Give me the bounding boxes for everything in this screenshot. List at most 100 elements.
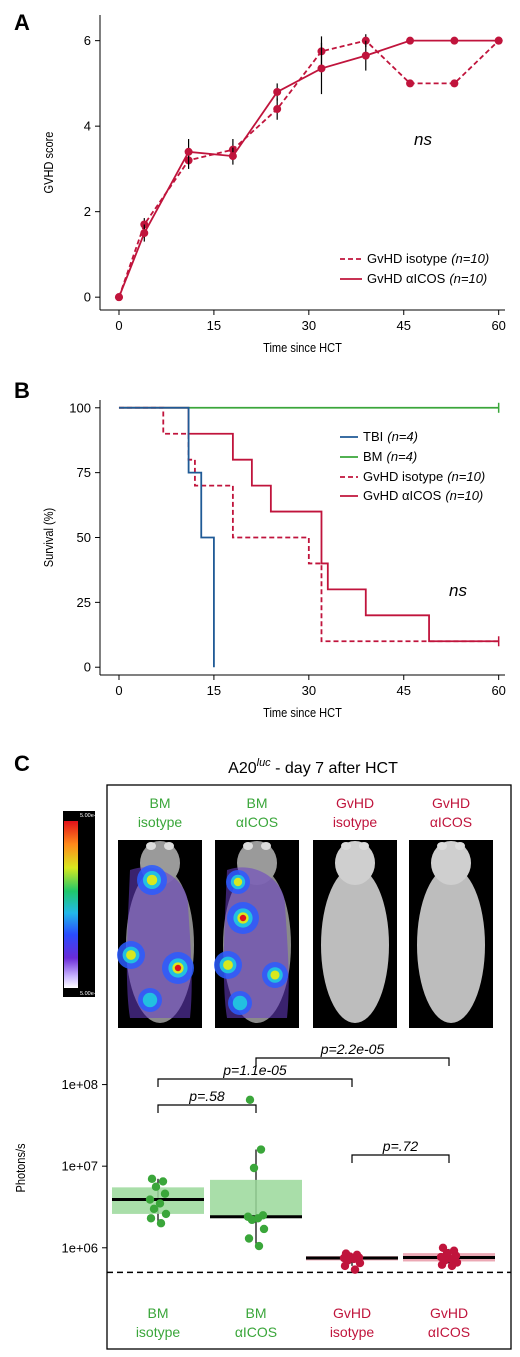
panel-c-axes: 1e+06 1e+07 1e+08 Photons/s (13, 1060, 511, 1285)
legend-entry: GvHD isotype (n=10) (367, 251, 489, 266)
legend-n: (n=10) (451, 251, 489, 266)
score-point (361, 51, 370, 60)
mouse-ear (146, 842, 156, 850)
panel-b-legend: TBI (n=4)BM (n=4)GvHD isotype (n=10)GvHD αI… (340, 429, 485, 503)
group-label-line2: isotype (136, 1324, 181, 1340)
data-point (447, 1261, 457, 1271)
group-label-line1: BM (148, 1305, 169, 1321)
y-tick-label: 0 (84, 660, 91, 675)
legend-n: (n=10) (447, 469, 485, 484)
mouse-head (335, 841, 375, 885)
data-point (254, 1241, 264, 1251)
score-point (406, 79, 415, 88)
comparison-bracket (157, 1078, 353, 1087)
luminescence-spot (232, 995, 248, 1011)
data-point (259, 1224, 269, 1234)
mouse-ear (164, 842, 174, 850)
group-label-line1: BM (246, 1305, 267, 1321)
data-point (249, 1163, 259, 1173)
panel-c-title-main: A20 (228, 760, 257, 777)
luminescence-spot (142, 992, 158, 1008)
y-tick-label: 1e+07 (61, 1159, 98, 1174)
data-point (158, 1177, 168, 1186)
x-tick-label: 15 (207, 318, 221, 333)
p-value-label: p=1.1e-05 (222, 1062, 287, 1078)
score-point (273, 87, 282, 96)
luminescence-colorbar: 5.00e+5 5.00e+3 (63, 811, 100, 997)
p-value-label: p=2.2e-05 (320, 1041, 385, 1057)
panel-c-title-sup: luc (257, 757, 272, 769)
data-point (437, 1260, 447, 1269)
x-tick-label: 60 (491, 318, 505, 333)
x-axis-label: Time since HCT (263, 705, 342, 720)
x-tick-label: 45 (397, 683, 411, 698)
mouse-ear (437, 842, 447, 850)
data-point (244, 1234, 254, 1243)
image-header-line1: BM (150, 795, 171, 811)
luminescence-spot (270, 970, 280, 980)
data-point (145, 1195, 155, 1204)
panel-a-series: ns (114, 34, 503, 302)
luminescence-spot (223, 960, 233, 970)
y-tick-label: 4 (84, 119, 91, 134)
data-point (340, 1261, 350, 1271)
panel-a-axes: 0 15 30 45 60 0 2 4 6 Time since HCT GVHD score (41, 15, 506, 355)
panel-c-x-labels: BM isotype BM αICOS GvHD isotype GvHD αICOS (136, 1305, 470, 1340)
colorbar-gradient (64, 821, 78, 988)
panel-c-letter: C (14, 751, 30, 776)
mouse-body (321, 867, 389, 1023)
survival-curve-0 (118, 406, 215, 668)
data-point (147, 1174, 157, 1184)
y-tick-label: 2 (84, 204, 91, 219)
comparison-bracket (157, 1104, 257, 1113)
image-header-line2: αICOS (236, 814, 278, 830)
data-point (160, 1189, 170, 1198)
image-group-headers: BM isotype BM αICOS GvHD isotype GvHD αICOS (138, 795, 472, 830)
x-tick-label: 0 (115, 683, 122, 698)
y-tick-label: 0 (84, 290, 91, 305)
data-point (151, 1182, 161, 1191)
data-point (149, 1204, 159, 1214)
y-tick-label: 1e+06 (61, 1240, 98, 1255)
score-point (184, 147, 193, 156)
image-header-line1: GvHD (432, 795, 470, 811)
colorbar-bottom-label: 5.00e+3 (80, 991, 100, 997)
mouse-head (431, 841, 471, 885)
data-point (155, 1199, 165, 1208)
luminescence-spot (146, 874, 158, 886)
legend-name: GvHD αICOS (363, 488, 442, 503)
y-tick-label: 100 (69, 400, 91, 415)
aicos-score-line (118, 39, 499, 298)
x-tick-label: 30 (302, 683, 316, 698)
legend-entry: TBI (n=4) (363, 429, 418, 444)
legend-name: TBI (363, 429, 383, 444)
data-point (247, 1215, 257, 1225)
score-point (494, 36, 503, 45)
score-point (317, 64, 326, 73)
image-header-line1: GvHD (336, 795, 374, 811)
group-label-line1: GvHD (430, 1305, 468, 1321)
score-point (114, 293, 123, 302)
p-value-label: p=.58 (188, 1088, 225, 1104)
group-label-line2: αICOS (428, 1324, 470, 1340)
mouse-ear (243, 842, 253, 850)
mouse-images (117, 840, 493, 1028)
data-point (350, 1265, 360, 1274)
data-point (256, 1145, 266, 1154)
score-point (140, 229, 149, 238)
p-value-label: p=.72 (382, 1138, 419, 1154)
panel-a-legend: GvHD isotype (n=10)GvHD αICOS (n=10) (340, 251, 489, 286)
panel-c-title-rest: - day 7 after HCT (271, 760, 398, 777)
mouse-ear (455, 842, 465, 850)
mouse-ear (261, 842, 271, 850)
legend-n: (n=10) (449, 271, 487, 286)
image-header-line1: BM (247, 795, 268, 811)
legend-n: (n=4) (387, 429, 418, 444)
score-point (450, 79, 459, 88)
comparison-bracket (255, 1057, 450, 1066)
x-tick-label: 30 (302, 318, 316, 333)
legend-n: (n=10) (445, 488, 483, 503)
legend-entry: BM (n=4) (363, 449, 417, 464)
mouse-body (417, 867, 485, 1023)
